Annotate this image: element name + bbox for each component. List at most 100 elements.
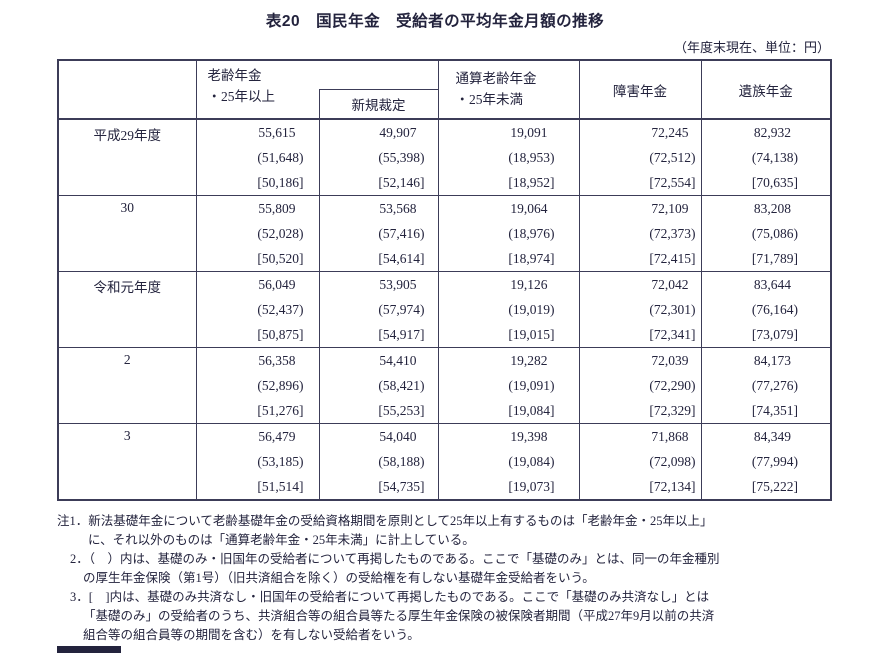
footnote: 2．（ ）内は、基礎のみ・旧国年の受給者について再掲したものである。ここで「基礎… — [57, 550, 870, 588]
value-cell: [19,015] — [437, 322, 579, 348]
value-cell: [72,554] — [578, 170, 701, 196]
value-cell: 72,245 — [578, 118, 701, 145]
value-cell: 82,932 — [700, 118, 831, 145]
value-cell: (72,098) — [578, 449, 701, 474]
value-cell: (72,290) — [578, 373, 701, 398]
header-row-label-cell — [57, 60, 196, 120]
value-cell: (72,373) — [578, 221, 701, 246]
value-cell: (75,086) — [700, 221, 831, 246]
value-cell: 19,091 — [437, 118, 579, 145]
pension-table-body: 平成29年度 55,615 49,907 19,091 72,245 82,932 (51,… — [57, 118, 831, 500]
footnote: 3．[ ]内は、基礎のみ共済なし・旧国年の受給者について再掲したものである。ここ… — [57, 588, 870, 645]
page-title: 表20 国民年金 受給者の平均年金月額の推移 — [265, 13, 605, 30]
value-cell: (51,648) — [195, 145, 319, 170]
row-group-label: 令和元年度 — [57, 271, 196, 348]
value-cell: 83,208 — [700, 195, 831, 221]
row-group-label: 平成29年度 — [57, 118, 196, 196]
value-cell: (77,276) — [700, 373, 831, 398]
header-pro-rated-old-age-label: 通算老齢年金 ・25年未満 — [455, 70, 537, 107]
pension-table: 老齢年金 ・25年以上 新規裁定 通算老齢年金 ・25年未満 障害年金 遺族年金… — [57, 59, 832, 501]
value-cell: (52,028) — [195, 221, 319, 246]
unit-note: （年度末現在、単位：円） — [673, 40, 830, 55]
table-row: [50,186] [52,146] [18,952] [72,554] [70,635] — [58, 170, 831, 196]
value-cell: 49,907 — [318, 118, 438, 145]
value-cell: [51,514] — [195, 474, 319, 500]
value-cell: 56,479 — [195, 423, 319, 449]
value-cell: (77,994) — [700, 449, 831, 474]
value-cell: [51,276] — [195, 398, 319, 424]
value-cell: [19,073] — [437, 474, 579, 500]
table-row: 2 56,358 54,410 19,282 72,039 84,173 — [57, 347, 831, 424]
value-cell: (52,437) — [195, 297, 319, 322]
value-cell: (76,164) — [700, 297, 831, 322]
value-cell: 53,568 — [318, 195, 438, 221]
table-row: [50,520] [54,614] [18,974] [72,415] [71,789] — [58, 246, 831, 272]
value-cell: [71,789] — [700, 246, 831, 272]
page-bottom-artifact — [57, 646, 121, 653]
value-cell: [55,253] — [318, 398, 438, 424]
value-cell: 84,173 — [700, 347, 831, 373]
value-cell: 54,410 — [318, 347, 438, 373]
header-new-determination: 新規裁定 — [318, 89, 438, 118]
value-cell: [18,952] — [437, 170, 579, 196]
value-cell: 19,126 — [437, 271, 579, 297]
value-cell: (53,185) — [195, 449, 319, 474]
value-cell: (19,091) — [437, 373, 579, 398]
value-cell: [54,614] — [318, 246, 438, 272]
value-cell: 72,042 — [578, 271, 701, 297]
header-row: 老齢年金 ・25年以上 新規裁定 通算老齢年金 ・25年未満 障害年金 遺族年金 — [57, 60, 831, 120]
value-cell: (19,084) — [437, 449, 579, 474]
value-cell: (55,398) — [318, 145, 438, 170]
table-row: [51,276] [55,253] [19,084] [72,329] [74,351] — [58, 398, 831, 424]
header-survivor-pension: 遺族年金 — [700, 60, 831, 120]
header-old-age-label: 老齢年金 ・25年以上 — [207, 68, 276, 104]
value-cell: 19,398 — [437, 423, 579, 449]
footnote-line: 「基礎のみ」の受給者のうち、共済組合等の組合員等たる厚生年金保険の被保険者期間（… — [83, 609, 715, 623]
footnote-line: 2．（ ）内は、基礎のみ・旧国年の受給者について再掲したものである。ここで「基礎… — [70, 552, 720, 566]
value-cell: [72,329] — [578, 398, 701, 424]
value-cell: [54,917] — [318, 322, 438, 348]
footnote-line: 3．[ ]内は、基礎のみ共済なし・旧国年の受給者について再掲したものである。ここ… — [70, 590, 710, 604]
value-cell: [75,222] — [700, 474, 831, 500]
notes: 注1．新法基礎年金について老齢基礎年金の受給資格期間を原則として25年以上有する… — [57, 512, 870, 645]
value-cell: [54,735] — [318, 474, 438, 500]
row-group-label: 3 — [57, 423, 196, 500]
value-cell: 56,358 — [195, 347, 319, 373]
value-cell: 84,349 — [700, 423, 831, 449]
value-cell: [50,520] — [195, 246, 319, 272]
value-cell: (72,512) — [578, 145, 701, 170]
table-row: 3 56,479 54,040 19,398 71,868 84,349 — [57, 423, 831, 500]
footnote-line: 組合等の組合員等の期間を含む）を有しない受給者をいう。 — [83, 628, 420, 642]
value-cell: [73,079] — [700, 322, 831, 348]
header-new-determination-label: 新規裁定 — [351, 98, 406, 113]
value-cell: 71,868 — [578, 423, 701, 449]
value-cell: 72,109 — [578, 195, 701, 221]
footnote-line: の厚生年金保険（第1号）（旧共済組合を除く）の受給権を有しない基礎年金受給者をい… — [83, 571, 595, 585]
table-row: [50,875] [54,917] [19,015] [72,341] [73,079] — [58, 322, 831, 348]
value-cell: [50,875] — [195, 322, 319, 348]
table-row: 令和元年度 56,049 53,905 19,126 72,042 83,644 — [57, 271, 831, 348]
table-row: (52,437) (57,974) (19,019) (72,301) (76,164) — [58, 297, 831, 322]
header-old-age-pension: 老齢年金 ・25年以上 新規裁定 — [195, 60, 438, 120]
value-cell: 55,615 — [195, 118, 319, 145]
value-cell: (58,188) — [318, 449, 438, 474]
value-cell: (57,416) — [318, 221, 438, 246]
row-group-label: 2 — [57, 347, 196, 424]
value-cell: [19,084] — [437, 398, 579, 424]
table-row: (53,185) (58,188) (19,084) (72,098) (77,994) — [58, 449, 831, 474]
value-cell: 53,905 — [318, 271, 438, 297]
table-row: (51,648) (55,398) (18,953) (72,512) (74,138) — [58, 145, 831, 170]
footnote: 注1．新法基礎年金について老齢基礎年金の受給資格期間を原則として25年以上有する… — [57, 512, 870, 550]
value-cell: 54,040 — [318, 423, 438, 449]
value-cell: [50,186] — [195, 170, 319, 196]
value-cell: [72,134] — [578, 474, 701, 500]
header-pro-rated-old-age: 通算老齢年金 ・25年未満 — [437, 60, 579, 120]
value-cell: [74,351] — [700, 398, 831, 424]
table-row: (52,028) (57,416) (18,976) (72,373) (75,086) — [58, 221, 831, 246]
value-cell: 19,282 — [437, 347, 579, 373]
value-cell: 19,064 — [437, 195, 579, 221]
value-cell: [18,974] — [437, 246, 579, 272]
value-cell: (52,896) — [195, 373, 319, 398]
value-cell: (72,301) — [578, 297, 701, 322]
value-cell: (18,976) — [437, 221, 579, 246]
